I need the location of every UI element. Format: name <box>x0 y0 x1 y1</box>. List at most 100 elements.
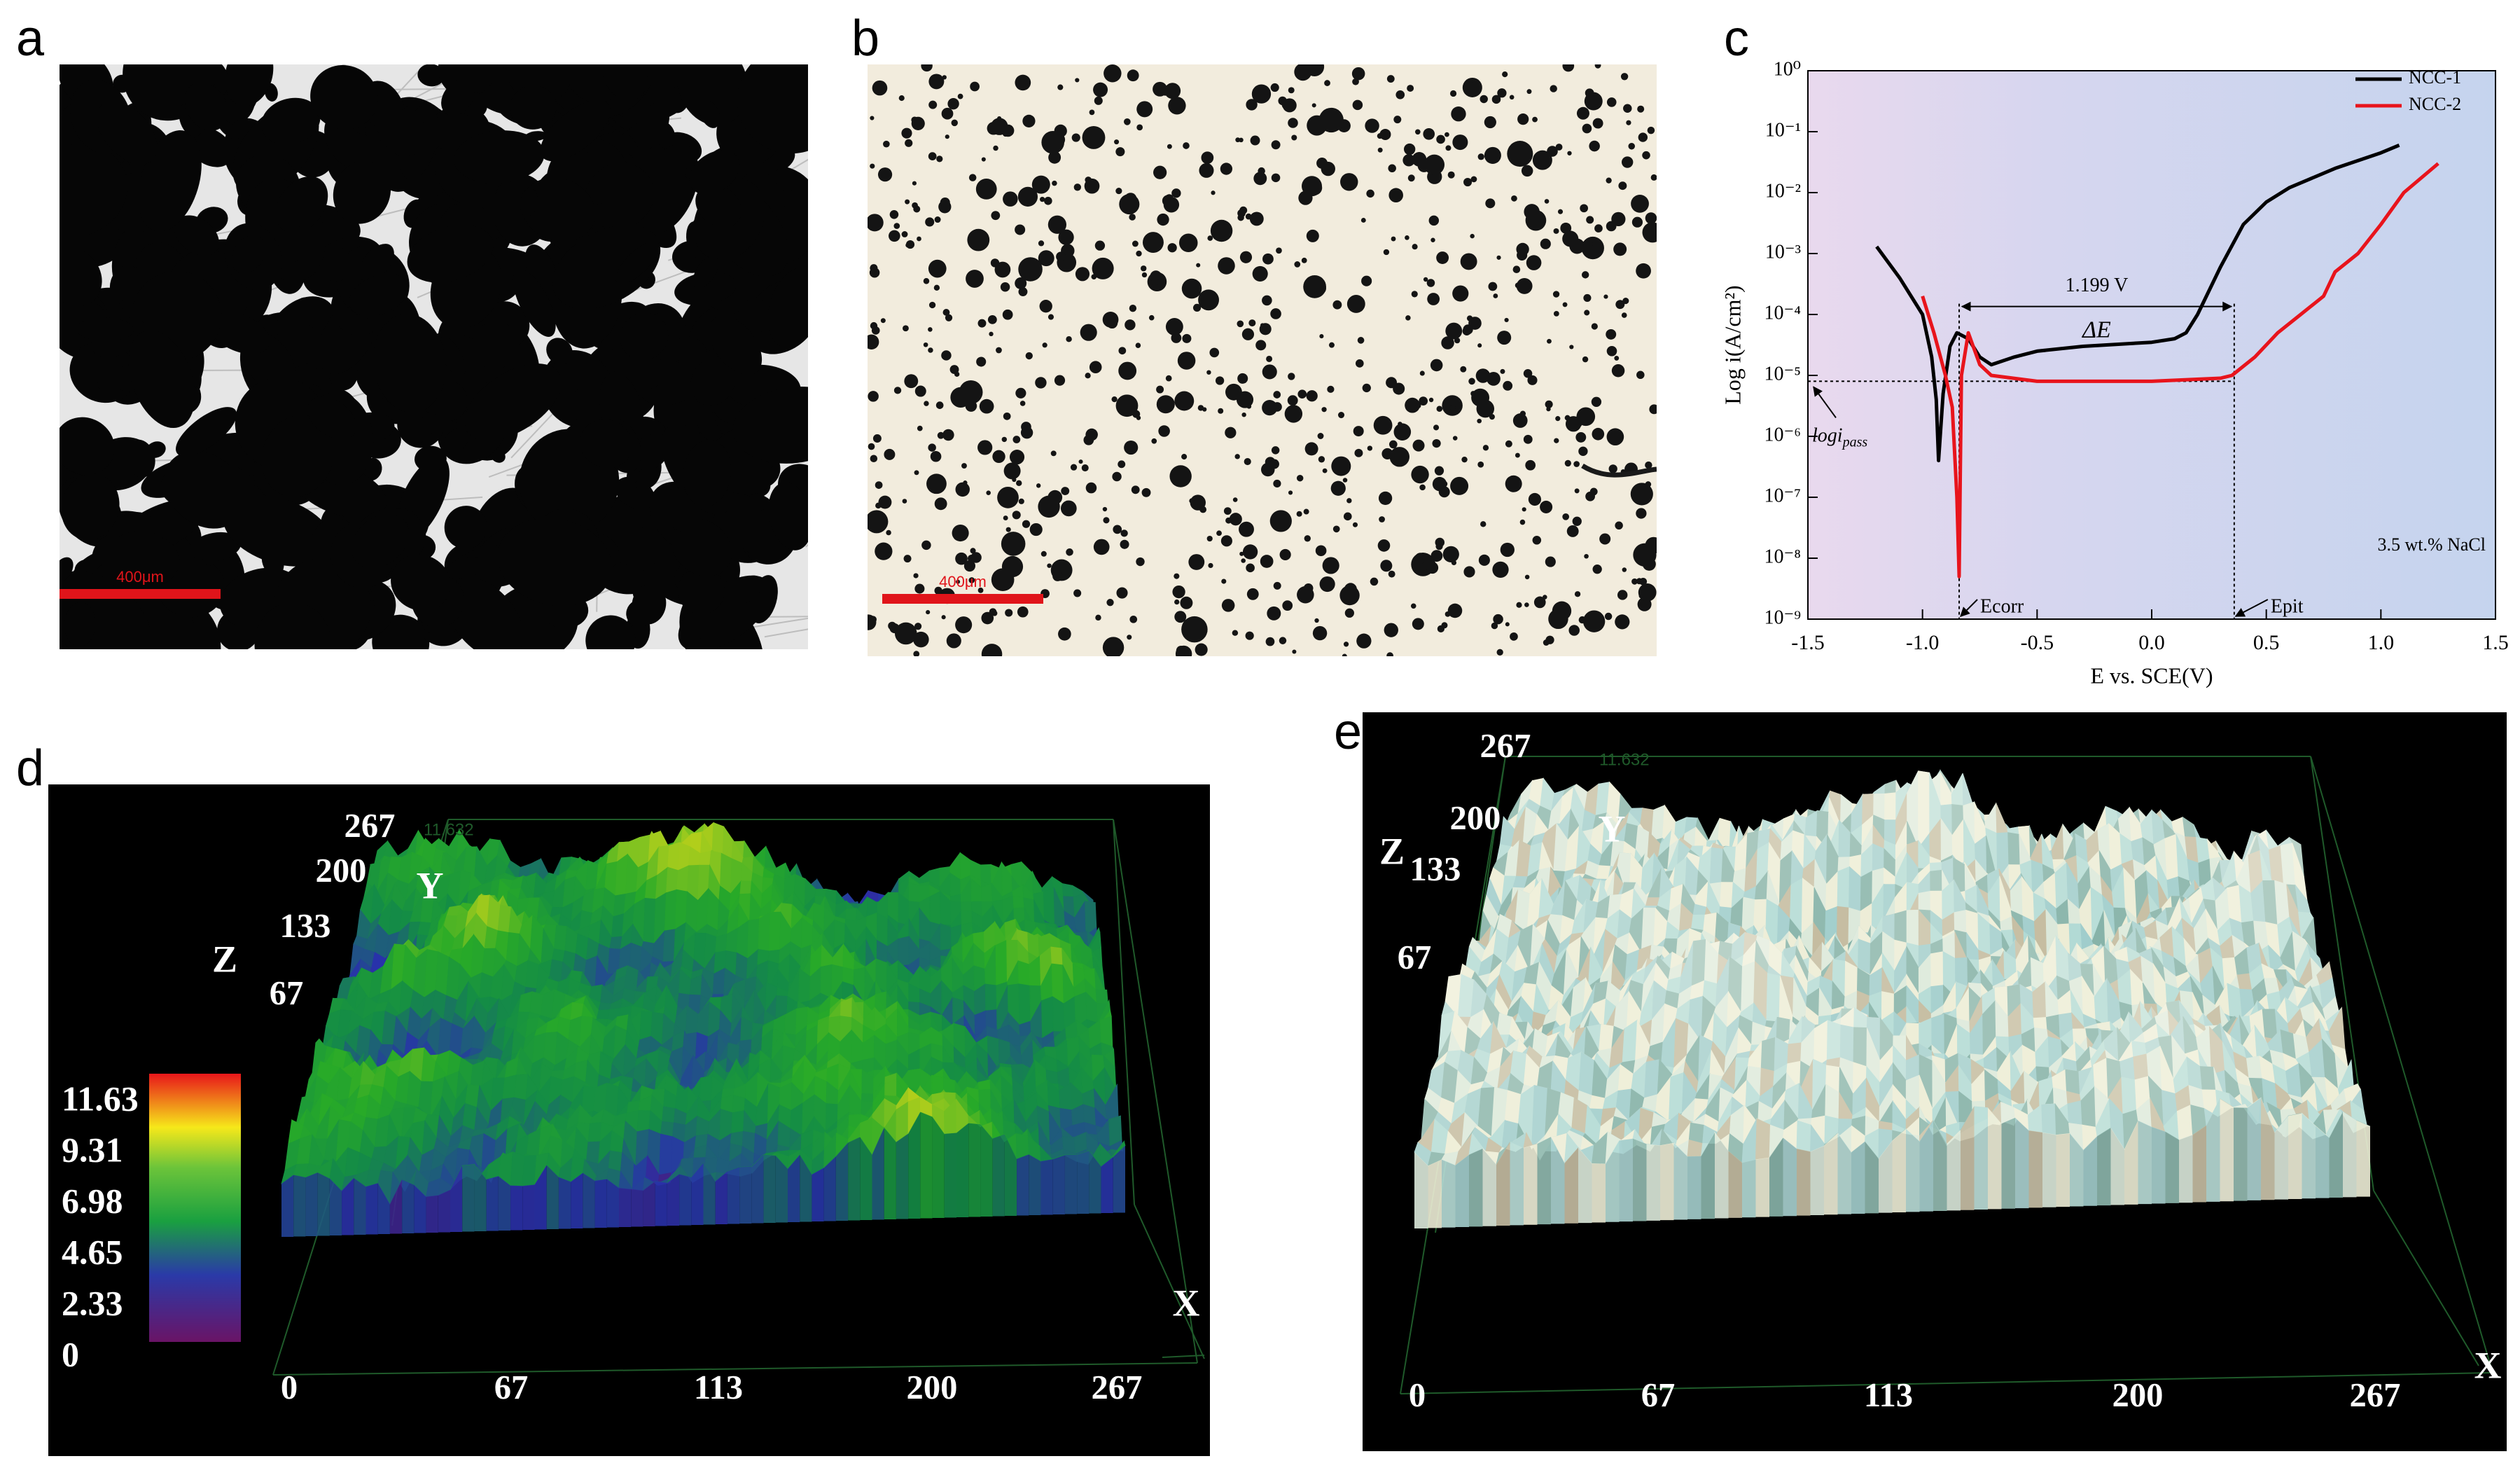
particle <box>1270 83 1279 92</box>
particle <box>1578 446 1588 456</box>
surface-skirt <box>522 1184 535 1230</box>
scratch <box>342 64 347 66</box>
particle <box>1637 105 1645 113</box>
surface-skirt <box>1052 1155 1065 1214</box>
particle <box>1081 464 1089 472</box>
particle <box>1165 375 1172 382</box>
particle <box>1525 459 1536 471</box>
particle <box>870 163 875 169</box>
surface-facet <box>2007 832 2021 866</box>
ecorr-label: Ecorr <box>1980 595 2024 617</box>
particle <box>1342 653 1347 656</box>
particle <box>1324 80 1330 86</box>
particle <box>1606 97 1617 107</box>
surface-skirt <box>510 1185 523 1231</box>
pore <box>699 99 721 128</box>
pore <box>417 64 445 87</box>
particle <box>1386 652 1393 656</box>
scratch <box>510 408 558 459</box>
particle <box>1620 73 1629 81</box>
particle <box>955 616 973 634</box>
pore <box>737 64 808 154</box>
particle <box>934 216 941 223</box>
particle <box>1451 106 1466 122</box>
particle <box>1246 588 1259 600</box>
series-line <box>1875 143 2400 463</box>
particle <box>1633 543 1657 567</box>
particle <box>1114 139 1120 145</box>
surface-skirt <box>751 1154 764 1224</box>
particle <box>1003 191 1018 207</box>
particle <box>1638 583 1657 602</box>
particle <box>1497 331 1512 345</box>
particle <box>1328 342 1335 348</box>
pore <box>415 445 447 472</box>
surface-skirt <box>305 1172 318 1236</box>
particle <box>1491 622 1498 630</box>
pore <box>310 65 378 130</box>
particle <box>1115 394 1139 417</box>
particle <box>979 399 994 414</box>
particle <box>1354 448 1363 457</box>
particle <box>1288 118 1298 128</box>
particle <box>1391 236 1396 242</box>
particle <box>1036 483 1041 488</box>
particle <box>989 608 997 616</box>
particle <box>1415 129 1421 135</box>
particle <box>946 633 961 649</box>
box-edge <box>1162 1355 1205 1358</box>
particle <box>1297 586 1314 604</box>
particle <box>1592 565 1602 574</box>
particle <box>1262 295 1272 306</box>
particle <box>1237 373 1248 384</box>
particle <box>1038 495 1060 518</box>
particle <box>1273 479 1281 488</box>
surface-facet <box>636 1110 651 1133</box>
particle <box>911 116 925 130</box>
pore <box>349 273 408 317</box>
pore <box>101 530 169 589</box>
particle <box>966 270 984 288</box>
particle <box>1603 294 1608 299</box>
particle <box>1540 238 1551 249</box>
particle <box>1071 133 1080 142</box>
particle <box>1562 302 1568 307</box>
surface-skirt <box>739 1166 752 1224</box>
particle <box>1148 314 1155 321</box>
particle <box>1516 277 1533 294</box>
pore <box>64 602 96 647</box>
particle <box>894 622 917 645</box>
particle <box>870 264 878 272</box>
box-edge <box>1113 819 1198 1364</box>
pore <box>635 102 669 149</box>
particle <box>1168 97 1186 115</box>
particle <box>1631 578 1638 585</box>
particle <box>1580 204 1588 213</box>
particle <box>1436 406 1443 412</box>
particle <box>1318 456 1325 463</box>
particle <box>1379 516 1385 522</box>
surface-facet <box>961 901 973 912</box>
particle <box>1554 438 1559 443</box>
particle <box>1258 167 1265 175</box>
particle <box>1241 328 1255 340</box>
particle <box>1442 546 1459 563</box>
particle <box>1435 543 1443 550</box>
particle <box>1282 98 1297 113</box>
pore <box>60 248 102 307</box>
surface-skirt <box>920 1112 933 1219</box>
particle <box>955 482 970 497</box>
particle <box>1412 439 1425 452</box>
particle <box>1291 134 1297 141</box>
particle <box>1493 293 1498 298</box>
particle <box>1279 548 1291 561</box>
particle <box>1164 83 1181 99</box>
particle <box>1183 142 1190 149</box>
particle <box>1407 174 1415 182</box>
particle <box>1552 291 1560 298</box>
medium-label: 3.5 wt.% NaCl <box>2377 534 2486 555</box>
surface-facet <box>845 908 857 921</box>
particle <box>1127 69 1139 82</box>
particle <box>1562 64 1575 72</box>
